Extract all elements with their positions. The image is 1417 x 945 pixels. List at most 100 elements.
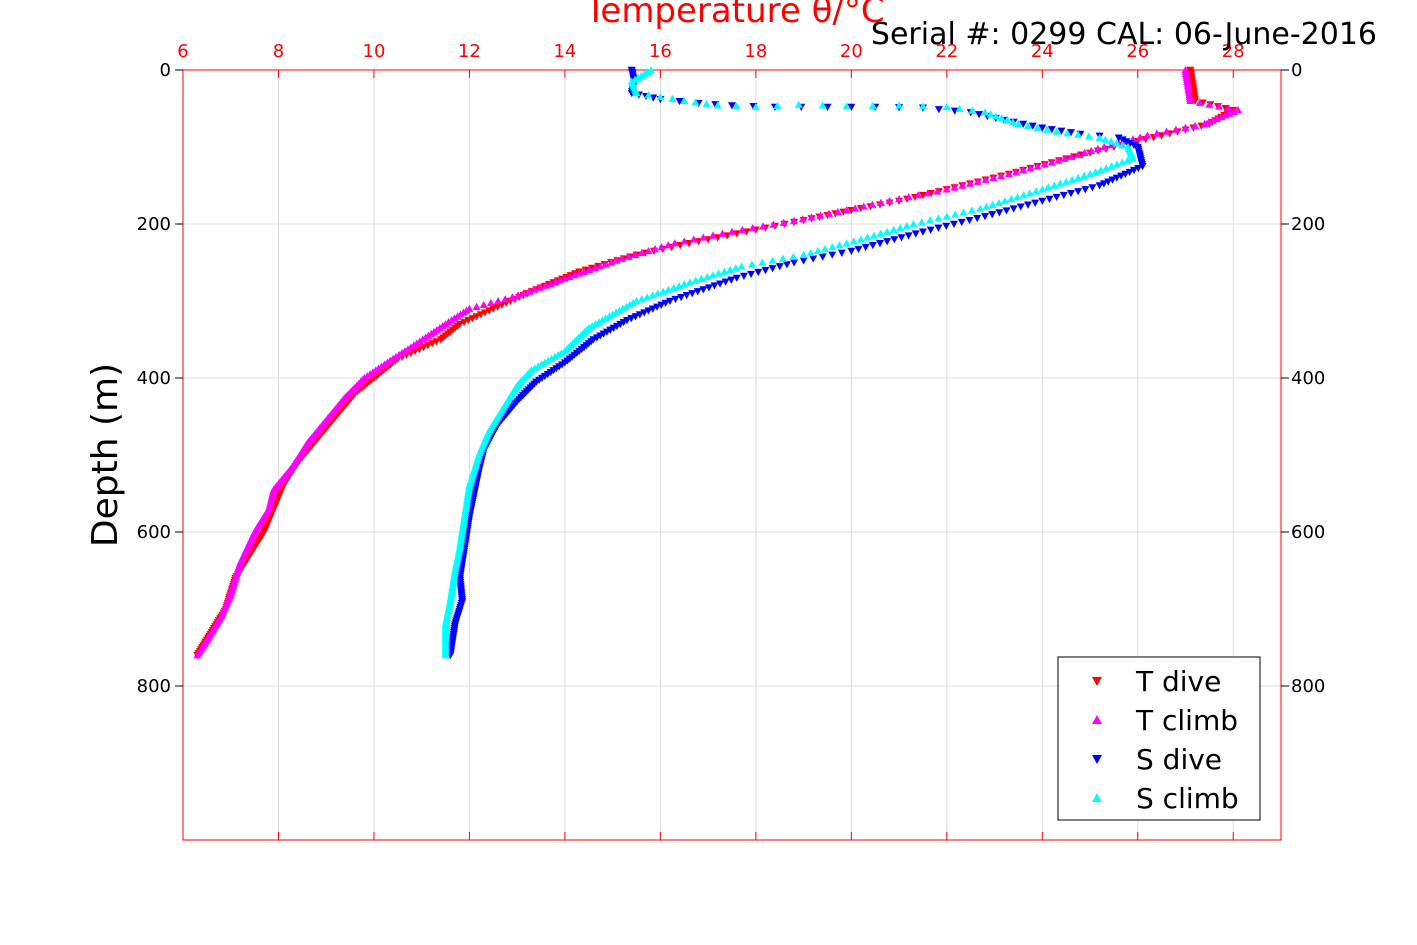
data-point bbox=[693, 288, 702, 296]
data-point bbox=[1114, 134, 1123, 142]
data-point bbox=[1217, 112, 1226, 121]
data-point bbox=[468, 315, 477, 323]
data-point bbox=[441, 651, 450, 659]
data-point bbox=[622, 317, 631, 325]
data-point bbox=[917, 218, 926, 226]
data-point bbox=[1101, 135, 1110, 143]
data-point bbox=[1205, 100, 1214, 108]
data-point bbox=[419, 344, 428, 352]
data-point bbox=[897, 234, 906, 242]
data-point bbox=[981, 108, 990, 116]
data-point bbox=[637, 248, 646, 257]
data-point bbox=[1067, 152, 1076, 160]
data-point bbox=[1013, 193, 1022, 201]
data-point bbox=[778, 254, 787, 262]
data-point bbox=[1221, 111, 1230, 119]
x-tick-label: 24 bbox=[1031, 41, 1054, 62]
data-point bbox=[1086, 169, 1095, 178]
x-tick-label: 8 bbox=[273, 41, 284, 62]
data-point bbox=[968, 106, 977, 114]
data-point bbox=[1204, 118, 1213, 126]
data-point bbox=[1095, 182, 1104, 190]
data-point bbox=[436, 336, 445, 344]
data-point bbox=[926, 226, 935, 234]
data-point bbox=[1044, 183, 1053, 191]
data-point bbox=[480, 309, 489, 317]
data-point bbox=[479, 300, 488, 309]
data-point bbox=[851, 204, 860, 212]
data-point bbox=[835, 241, 844, 249]
data-point bbox=[657, 243, 666, 251]
data-point bbox=[664, 241, 673, 249]
data-point bbox=[632, 89, 641, 97]
data-point bbox=[472, 302, 481, 310]
data-point bbox=[761, 267, 770, 275]
data-point bbox=[1025, 189, 1034, 197]
data-point bbox=[942, 185, 951, 193]
data-point bbox=[1068, 175, 1077, 183]
data-point bbox=[926, 216, 935, 224]
data-point bbox=[934, 224, 943, 232]
data-point bbox=[1060, 154, 1069, 162]
data-point bbox=[794, 100, 803, 108]
data-point bbox=[883, 238, 892, 246]
x-tick-label: 10 bbox=[363, 41, 386, 62]
data-point bbox=[1008, 117, 1017, 126]
data-point bbox=[747, 270, 756, 279]
data-point bbox=[1074, 130, 1083, 138]
data-point bbox=[1007, 194, 1016, 203]
legend-marker bbox=[1092, 715, 1102, 724]
data-point bbox=[1138, 163, 1147, 171]
data-point bbox=[856, 235, 865, 243]
legend-label: S dive bbox=[1136, 743, 1222, 776]
data-point bbox=[1003, 116, 1012, 124]
data-point bbox=[1059, 191, 1068, 200]
data-point bbox=[902, 221, 911, 230]
data-point bbox=[957, 218, 966, 227]
data-point bbox=[581, 266, 590, 274]
data-point bbox=[619, 318, 628, 327]
data-point bbox=[842, 239, 851, 247]
y-tick-label-right: 400 bbox=[1291, 368, 1325, 389]
data-point bbox=[739, 272, 748, 280]
data-point bbox=[1200, 119, 1209, 128]
data-point bbox=[807, 213, 816, 221]
data-point bbox=[854, 245, 863, 254]
data-point bbox=[680, 96, 689, 104]
data-point bbox=[585, 265, 594, 274]
data-point bbox=[728, 227, 736, 235]
data-point bbox=[849, 237, 858, 245]
y-tick-label-left: 600 bbox=[137, 522, 171, 543]
data-point bbox=[556, 276, 565, 284]
data-point bbox=[934, 214, 943, 222]
data-point bbox=[859, 202, 868, 210]
data-point bbox=[1117, 172, 1126, 180]
data-point bbox=[997, 171, 1006, 180]
data-point bbox=[918, 228, 927, 236]
data-point bbox=[653, 289, 662, 297]
data-point bbox=[890, 236, 899, 244]
data-point bbox=[1122, 138, 1131, 146]
data-point bbox=[1057, 127, 1066, 135]
x-tick-label: 26 bbox=[1126, 41, 1149, 62]
data-point bbox=[657, 301, 666, 309]
data-point bbox=[1208, 116, 1217, 124]
data-point bbox=[699, 286, 708, 294]
data-point bbox=[986, 110, 995, 118]
data-point bbox=[716, 280, 725, 288]
data-point bbox=[675, 97, 684, 106]
data-point bbox=[618, 254, 627, 262]
data-point bbox=[1126, 140, 1135, 148]
data-point bbox=[575, 269, 584, 277]
x-tick-label: 18 bbox=[744, 41, 767, 62]
data-point bbox=[809, 255, 818, 263]
data-point bbox=[773, 101, 782, 110]
data-point bbox=[992, 112, 1001, 120]
data-point bbox=[560, 274, 569, 282]
data-point bbox=[536, 283, 545, 291]
data-point bbox=[988, 200, 997, 208]
data-point bbox=[942, 102, 951, 111]
data-point bbox=[966, 179, 975, 187]
data-point bbox=[513, 291, 522, 299]
data-point bbox=[609, 324, 618, 332]
